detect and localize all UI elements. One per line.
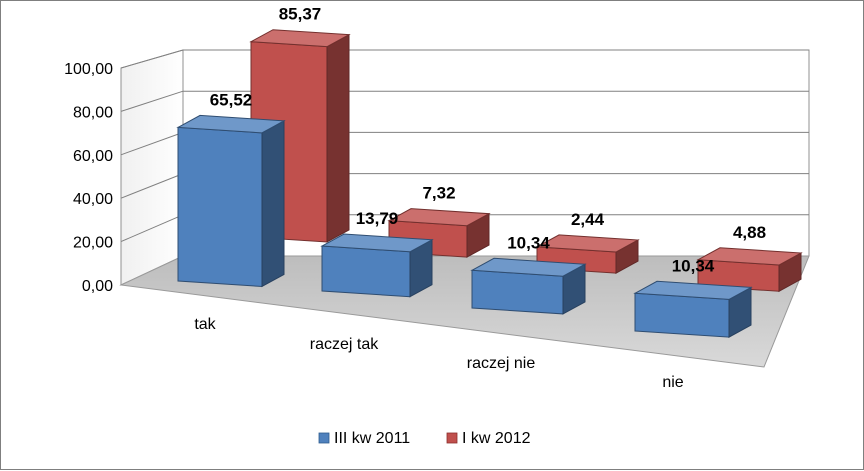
bar-front: [471, 269, 564, 315]
bar-series-1-2: [470, 257, 587, 315]
x-category-label: raczej tak: [310, 336, 379, 353]
bar-top: [387, 208, 491, 227]
data-labels: 85,37 7,32 2,44 4,88 65,52 13,79 10,34 10,34: [210, 5, 766, 276]
data-label: 85,37: [279, 5, 322, 24]
chart-side-wall: [120, 49, 184, 286]
bar-top: [633, 280, 753, 300]
bar-series-2-3: [696, 247, 803, 293]
gridline-side: [120, 214, 184, 243]
bar-series-1-0: [176, 114, 286, 288]
y-axis-ticks: 0,00 20,00 40,00 60,00 80,00 100,00: [64, 61, 113, 295]
bar-front: [634, 292, 730, 338]
bar-top: [535, 234, 640, 253]
bar-series-1-1: [320, 233, 434, 298]
x-category-label: tak: [194, 316, 216, 333]
gridline-side: [120, 131, 184, 156]
bar-top: [470, 257, 587, 277]
x-axis-categories: tak raczej tak raczej nie nie: [194, 316, 683, 391]
bar-series-1-3: [633, 280, 753, 338]
legend: III kw 2011 I kw 2012: [318, 430, 531, 447]
y-tick-label: 20,00: [73, 235, 113, 252]
data-label: 65,52: [210, 90, 253, 109]
data-label: 7,32: [422, 184, 455, 203]
gridline-side: [120, 173, 184, 199]
bar-front: [321, 245, 411, 298]
y-tick-label: 60,00: [73, 148, 113, 165]
gridline-side: [120, 49, 184, 69]
legend-label-series-2: I kw 2012: [462, 430, 531, 447]
bar-top: [696, 247, 803, 266]
x-category-label: nie: [662, 374, 683, 391]
gridline-side: [120, 90, 184, 112]
bar-front: [177, 126, 263, 287]
data-label: 13,79: [356, 209, 399, 228]
legend-swatch-series-1: [318, 432, 330, 444]
bar-top: [320, 233, 434, 253]
y-tick-label: 40,00: [73, 191, 113, 208]
legend-swatch-series-2: [446, 432, 458, 444]
chart-floor: [119, 255, 810, 368]
data-label: 2,44: [571, 210, 605, 229]
bars: [176, 29, 803, 338]
bar-side: [326, 33, 350, 243]
bar-top: [176, 114, 286, 134]
bar-side: [261, 120, 285, 288]
y-tick-label: 80,00: [73, 104, 113, 121]
data-label: 10,34: [672, 256, 715, 275]
data-label: 10,34: [507, 233, 550, 252]
x-category-label: raczej nie: [467, 355, 536, 372]
legend-label-series-1: III kw 2011: [334, 430, 410, 447]
data-label: 4,88: [733, 223, 766, 242]
y-tick-label: 0,00: [82, 278, 113, 295]
bar-top: [249, 29, 351, 48]
y-tick-label: 100,00: [64, 61, 113, 78]
